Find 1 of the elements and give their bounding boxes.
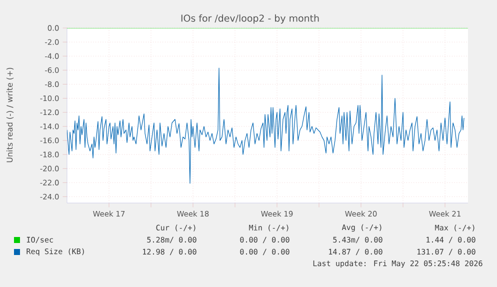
chart-title: IOs for /dev/loop2 - by month bbox=[181, 14, 319, 24]
